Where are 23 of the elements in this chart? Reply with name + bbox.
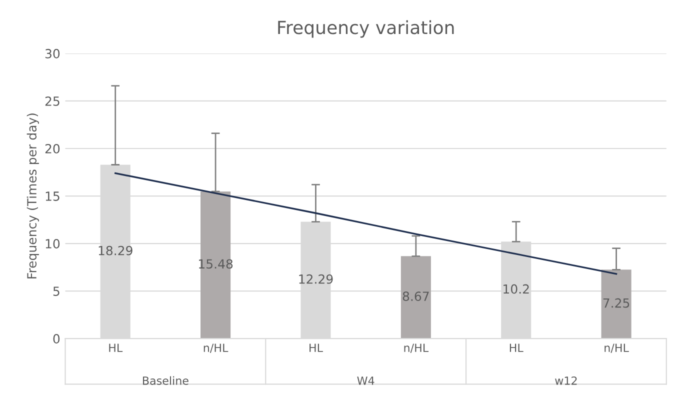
data-label: 7.25	[603, 298, 630, 308]
x-tick-label: HL	[109, 344, 123, 352]
x-tick-label: HL	[510, 344, 524, 352]
y-tick-label: 20	[45, 144, 60, 154]
y-tick-label: 30	[45, 48, 60, 58]
y-tick-label: 15	[46, 192, 60, 201]
data-label: 8.67	[402, 292, 429, 302]
x-tick-label: n/HL	[204, 344, 228, 353]
x-tick-label: n/HL	[404, 344, 429, 353]
x-tick-label: HL	[310, 344, 323, 352]
chart-title: Frequency variation	[278, 20, 454, 38]
text: Baseline	[142, 376, 188, 385]
x-tick-label: n/HL	[604, 344, 629, 353]
data-label: 12.29	[299, 274, 333, 284]
y-tick-label: 25	[45, 96, 60, 106]
y-axis-title: Frequency (Times per day)	[26, 114, 39, 278]
y-tick-label: 5	[53, 286, 60, 296]
y-tick-label: 0	[53, 334, 60, 344]
data-label: 18.29	[98, 246, 132, 256]
y-tick-label: 10	[46, 239, 60, 248]
text: W4	[357, 376, 374, 385]
text: w12	[555, 376, 577, 385]
data-label: 10.2	[504, 284, 529, 294]
